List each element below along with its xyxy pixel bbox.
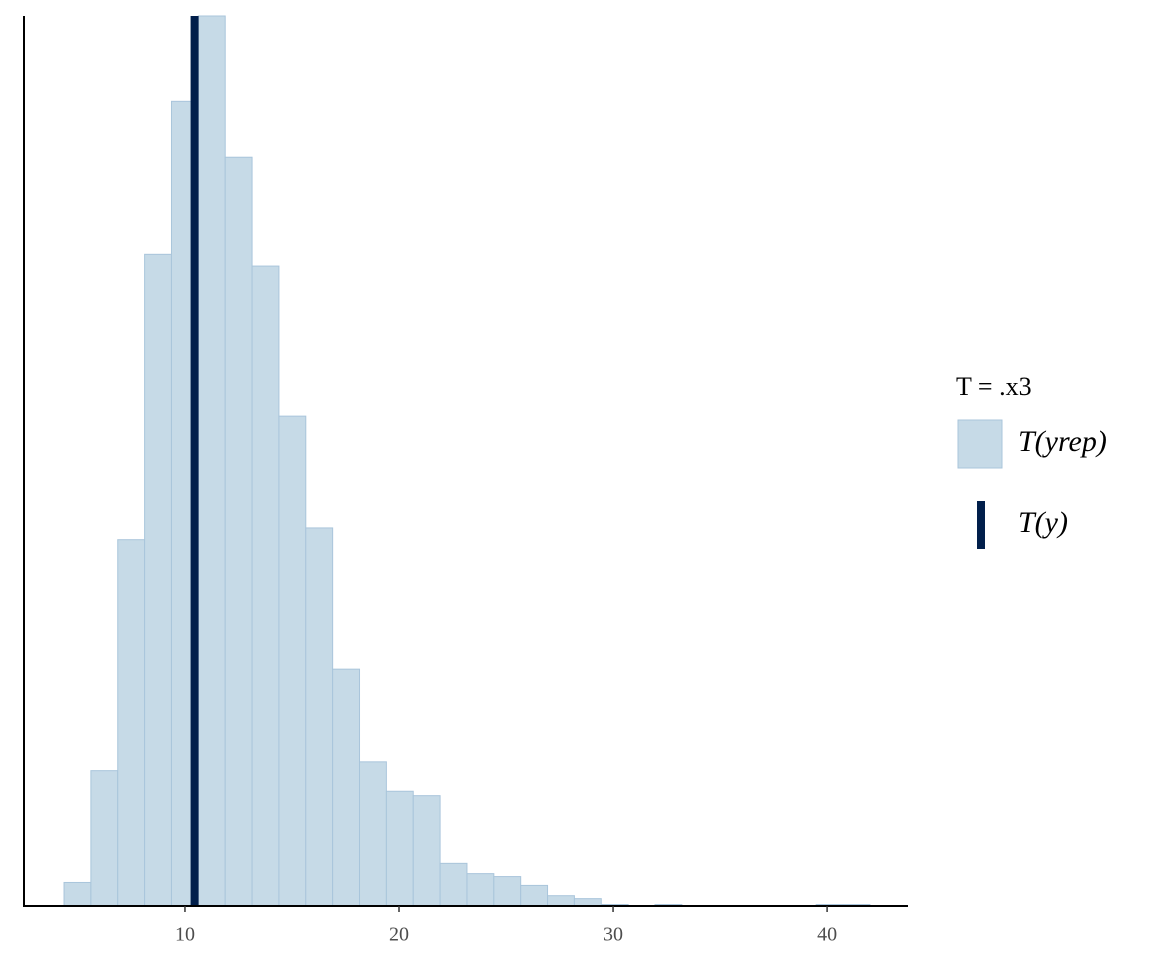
x-tick-label: 40 bbox=[817, 924, 837, 946]
histogram-bar bbox=[144, 253, 172, 907]
histogram-bar bbox=[359, 761, 387, 907]
histogram-bar bbox=[547, 895, 575, 907]
histogram-bar bbox=[197, 15, 226, 907]
histogram-bar bbox=[63, 881, 92, 907]
legend-title: T = .x3 bbox=[956, 372, 1032, 401]
histogram-bar bbox=[573, 898, 602, 907]
histogram-bar bbox=[251, 265, 280, 907]
histogram-bar bbox=[439, 862, 468, 907]
histogram-bar bbox=[224, 156, 253, 907]
legend-label: T(y) bbox=[1018, 506, 1068, 539]
histogram-bar bbox=[412, 795, 441, 907]
histogram-bar bbox=[278, 415, 307, 907]
x-tick-label: 30 bbox=[603, 924, 623, 946]
histogram-bar bbox=[466, 873, 495, 907]
x-tick-label: 20 bbox=[389, 924, 409, 946]
histogram-bar bbox=[493, 876, 522, 907]
legend-key bbox=[957, 419, 1003, 469]
histogram-bar bbox=[520, 884, 549, 907]
histogram-bar bbox=[90, 770, 119, 907]
legend-key bbox=[977, 501, 985, 549]
histogram-bar bbox=[305, 527, 334, 907]
histogram-bar bbox=[117, 539, 146, 907]
histogram-bar bbox=[385, 790, 414, 907]
legend-label: T(yrep) bbox=[1018, 425, 1107, 458]
x-tick-label: 10 bbox=[175, 924, 195, 946]
histogram-bar bbox=[332, 668, 361, 907]
